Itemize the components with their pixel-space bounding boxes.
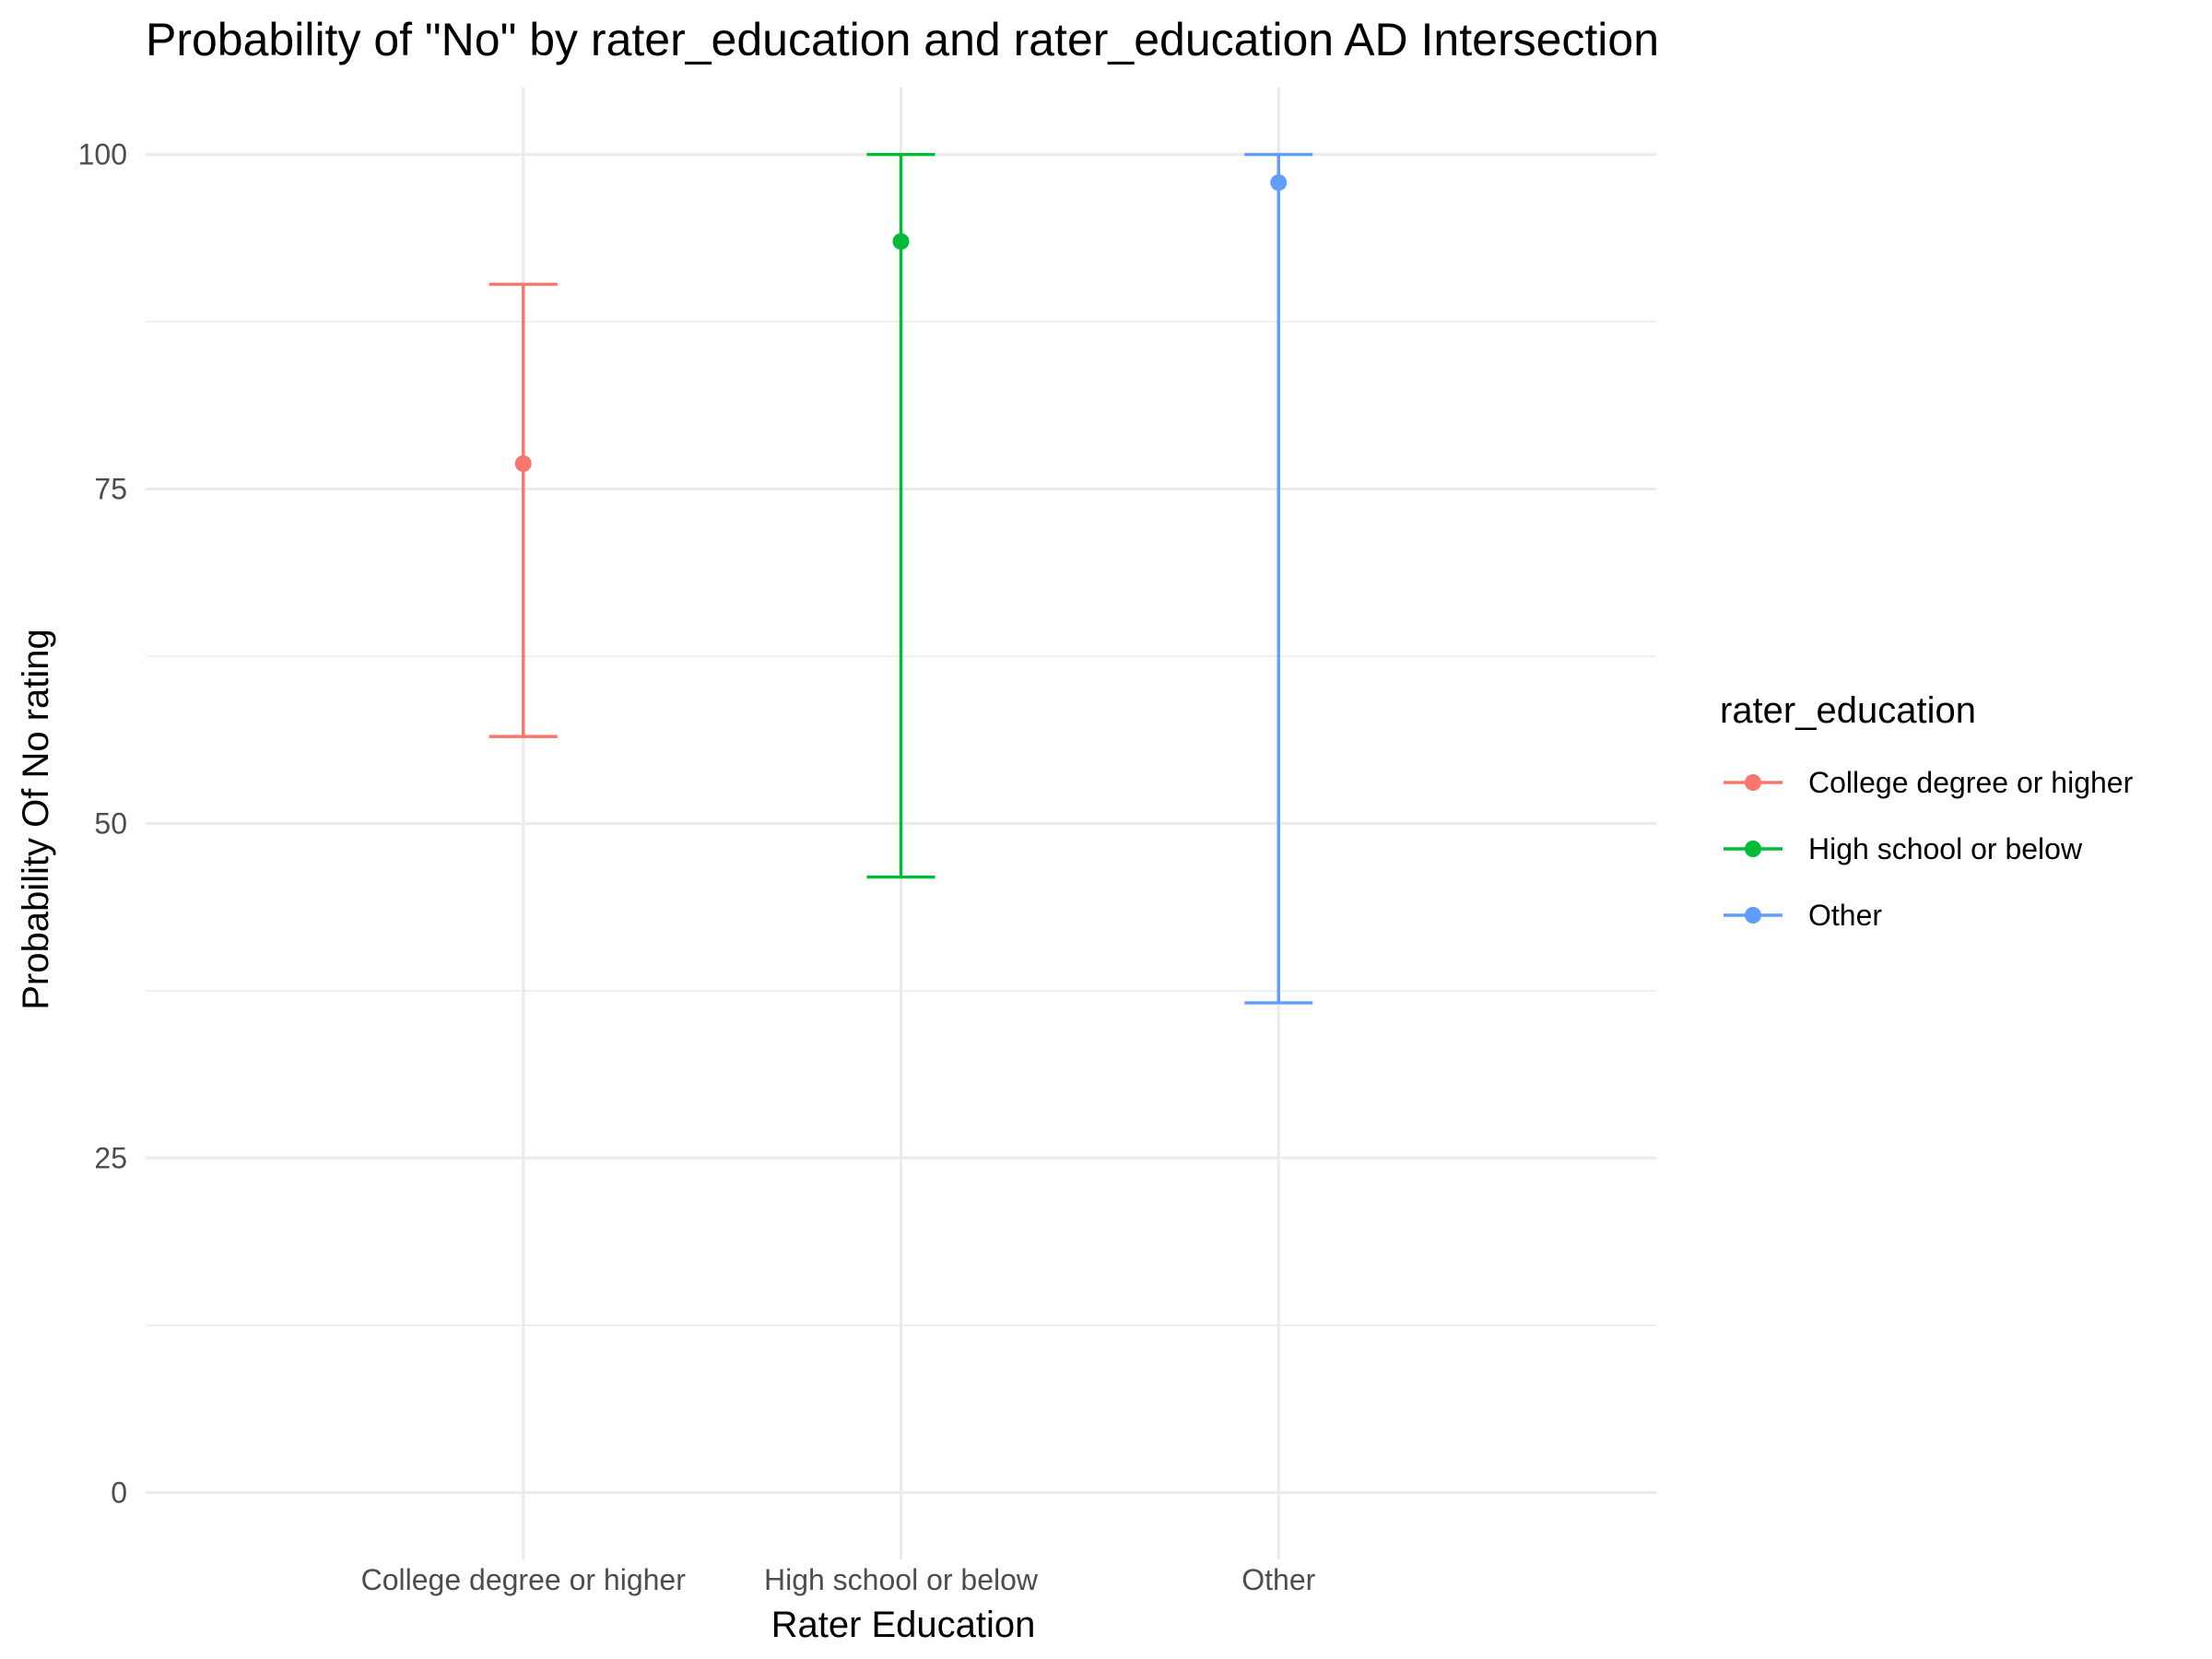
legend: rater_education College degree or higher… xyxy=(1720,690,2134,932)
legend-label: High school or below xyxy=(1808,832,2083,865)
y-tick-label: 25 xyxy=(94,1141,127,1174)
y-tick-label: 75 xyxy=(94,473,127,506)
data-point xyxy=(892,232,910,250)
y-tick-label: 0 xyxy=(111,1476,127,1509)
y-tick-label: 100 xyxy=(78,138,127,171)
x-axis-tick-labels: College degree or higher High school or b… xyxy=(361,1563,1316,1596)
legend-key-point xyxy=(1745,907,1761,924)
y-axis-title: Probability Of No rating xyxy=(16,629,56,1010)
legend-label: College degree or higher xyxy=(1808,766,2134,799)
legend-item: College degree or higher xyxy=(1724,766,2134,799)
legend-keys: College degree or higher High school or b… xyxy=(1724,766,2134,932)
x-tick-label: Other xyxy=(1241,1563,1315,1596)
data-point xyxy=(514,454,532,472)
legend-key-point xyxy=(1745,841,1761,857)
plot-marks xyxy=(488,152,1313,1005)
legend-key-point xyxy=(1745,774,1761,791)
x-axis-title: Rater Education xyxy=(771,1605,1036,1645)
errorbar-group xyxy=(488,282,558,738)
x-tick-label: High school or below xyxy=(764,1563,1039,1596)
legend-item: Other xyxy=(1724,899,1882,932)
data-point xyxy=(1270,174,1288,192)
legend-title: rater_education xyxy=(1720,690,1976,731)
errorbar-group xyxy=(1244,152,1313,1005)
x-tick-label: College degree or higher xyxy=(361,1563,687,1596)
y-axis-tick-labels: 0 25 50 75 100 xyxy=(78,138,127,1510)
legend-label: Other xyxy=(1808,899,1882,932)
y-tick-label: 50 xyxy=(94,807,127,841)
legend-item: High school or below xyxy=(1724,832,2083,865)
chart-title: Probability of "No" by rater_education a… xyxy=(146,14,1659,65)
errorbar-group xyxy=(866,152,935,879)
